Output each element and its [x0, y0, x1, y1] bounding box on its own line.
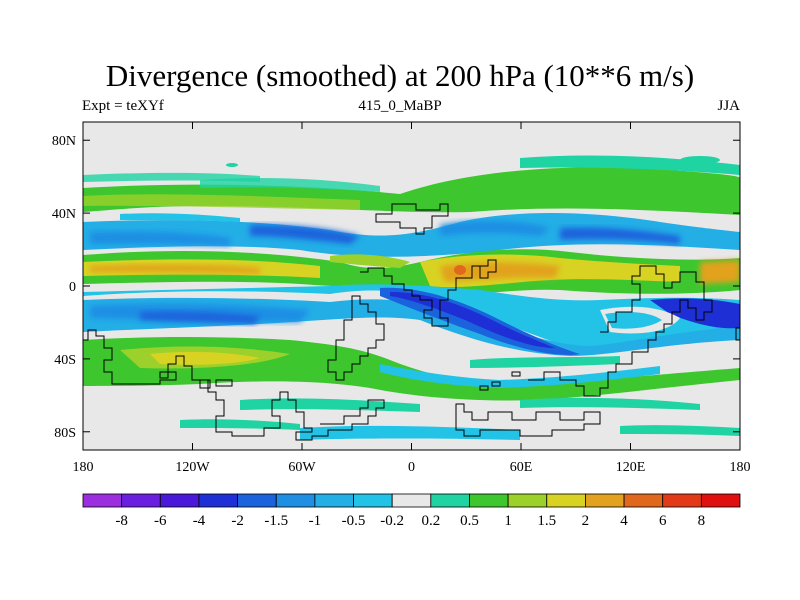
colorbar-swatch	[391, 493, 432, 508]
y-tick-label: 80N	[52, 134, 76, 149]
x-tick-label: 180	[73, 460, 94, 475]
run-label: 415_0_MaBP	[358, 98, 442, 114]
colorbar-swatch	[121, 493, 161, 508]
colorbar-label: 0.5	[460, 513, 479, 529]
colorbar-label: -8	[115, 513, 128, 529]
colorbar-swatch	[469, 493, 509, 508]
colorbar-swatch	[198, 493, 238, 508]
colorbar-label: 0.2	[421, 513, 440, 529]
y-tick-label: 40N	[52, 207, 76, 222]
coastline-antarctica-east	[455, 403, 601, 437]
colorbar-swatch	[353, 493, 393, 508]
coastline-africa	[360, 259, 497, 327]
x-tick-label: 0	[408, 460, 415, 475]
coastlines	[83, 203, 740, 441]
x-tick-label: 120E	[616, 460, 646, 475]
y-tick-label: 0	[69, 280, 76, 295]
coastline-asia-australia	[528, 265, 713, 397]
chart-title: Divergence (smoothed) at 200 hPa (10**6 …	[105, 58, 695, 93]
colorbar-swatch	[507, 493, 548, 508]
colorbar-label: -2	[231, 513, 244, 529]
colorbar-label: -1	[309, 513, 322, 529]
x-tick-label: 120W	[175, 460, 210, 475]
colorbar-swatch	[314, 493, 354, 508]
season-label: JJA	[717, 98, 740, 114]
colorbar-label: 8	[698, 513, 706, 529]
y-axis: 80N 40N 0 40S 80S	[52, 134, 740, 441]
colorbar-label: -0.2	[380, 513, 404, 529]
colorbar-label: -1.5	[264, 513, 288, 529]
colorbar-label: 6	[659, 513, 667, 529]
colorbar-swatch	[430, 493, 470, 508]
colorbar-swatch	[237, 493, 277, 508]
y-tick-label: 80S	[54, 426, 76, 441]
colorbar-label: 1	[504, 513, 512, 529]
colorbar-label: 4	[620, 513, 628, 529]
y-tick-label: 40S	[54, 353, 76, 368]
coastline-antarctica-west	[83, 329, 385, 441]
coastline-islands	[159, 371, 233, 389]
coastline-europe	[375, 203, 449, 235]
coastline-south-america	[327, 295, 385, 381]
experiment-label: Expt = teXYf	[82, 98, 164, 114]
plot-area: 180 120W 60W 0 60E 120E 180 80N 40N 0 40S 80S	[52, 121, 751, 475]
colorbar-label: -6	[154, 513, 167, 529]
colorbar-label: 2	[582, 513, 590, 529]
colorbar-label: -0.5	[342, 513, 366, 529]
divergence-field	[83, 155, 740, 440]
colorbar-swatch	[82, 493, 123, 508]
colorbar-swatch	[700, 493, 741, 508]
colorbar-swatch	[585, 493, 625, 508]
colorbar-label: 1.5	[537, 513, 556, 529]
colorbar-swatch	[623, 493, 664, 508]
x-tick-label: 60E	[510, 460, 533, 475]
colorbar-swatch	[546, 493, 586, 508]
colorbar-swatch	[662, 493, 702, 508]
x-tick-label: 180	[730, 460, 751, 475]
colorbar: -8 -6 -4 -2 -1.5 -1 -0.5 -0.2 0.2 0.5 1 1.5 2 4 6 8	[82, 493, 741, 529]
x-axis: 180 120W 60W 0 60E 120E 180	[73, 122, 751, 475]
coastline-small-islands	[479, 327, 740, 391]
colorbar-swatch	[275, 493, 316, 508]
colorbar-swatch	[159, 493, 200, 508]
colorbar-label: -4	[193, 513, 206, 529]
x-tick-label: 60W	[288, 460, 316, 475]
